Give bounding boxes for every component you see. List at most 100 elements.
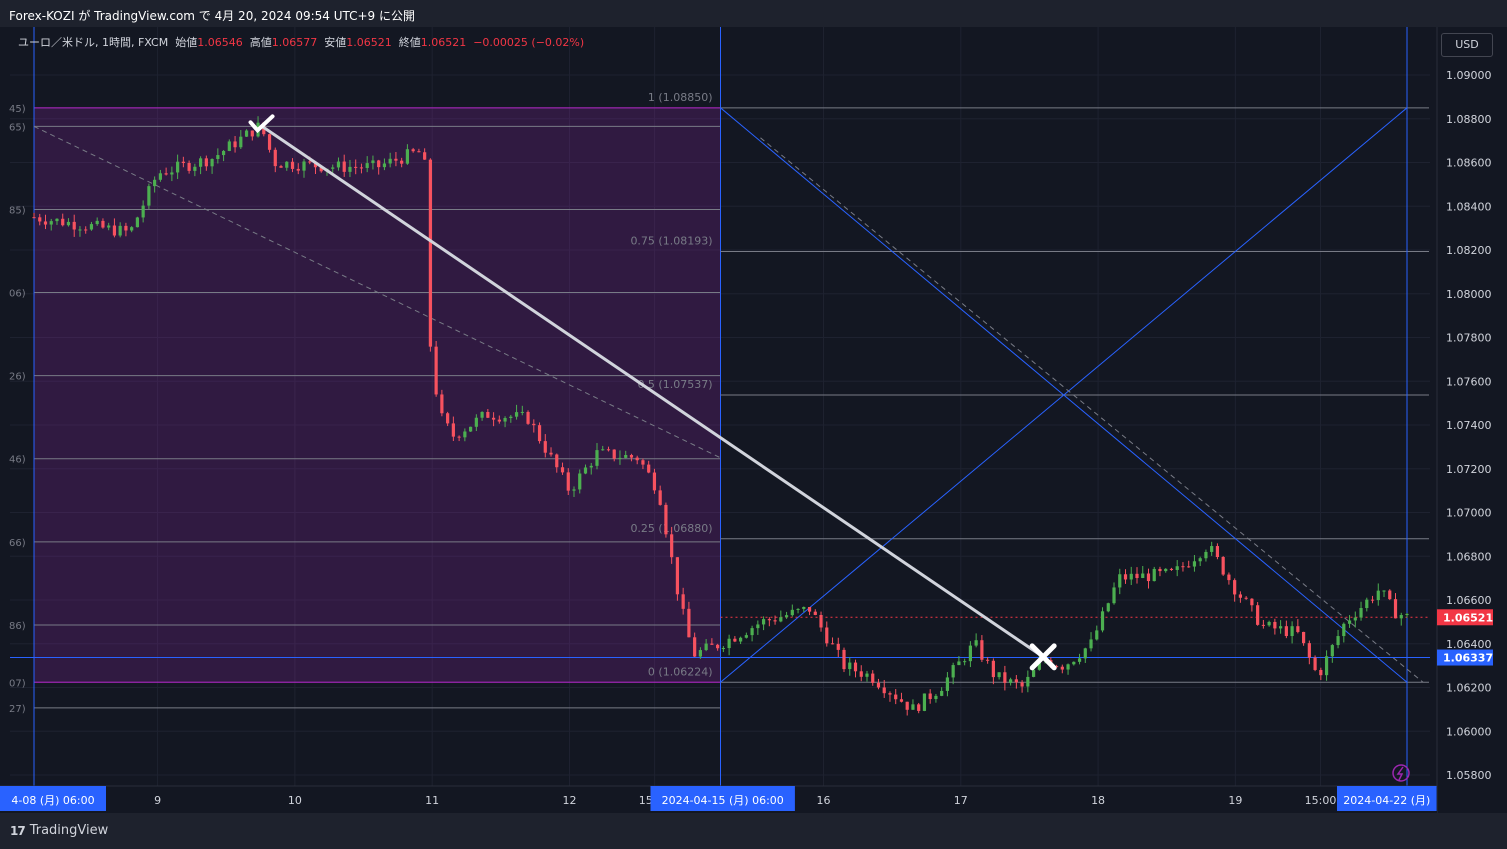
candle-body [940, 690, 944, 696]
candle-body [727, 638, 731, 649]
fib-zone-box[interactable] [33, 107, 721, 683]
currency-selector[interactable]: USD [1441, 33, 1493, 57]
candle-body [991, 660, 995, 678]
candle-body [1026, 676, 1030, 687]
time-label-highlight: 2024-04-22 (月) [1343, 794, 1430, 807]
candle-body [440, 394, 444, 414]
time-label-box[interactable] [1337, 786, 1437, 811]
candle-body [1009, 679, 1013, 683]
candle-body [61, 218, 65, 226]
candle-body [1261, 624, 1265, 626]
candle-body [1060, 666, 1064, 670]
candle-body [1072, 661, 1076, 665]
candle-body [733, 638, 737, 642]
candle-body [451, 423, 455, 437]
candle-body [721, 648, 725, 650]
candle-body [1095, 630, 1099, 640]
time-axis: 4-08 (月) 06:00 9 10 11 12 15:00 2024-04-15 (月)… [0, 785, 1437, 813]
time-label-box[interactable] [650, 786, 795, 811]
candle-body [1181, 566, 1185, 568]
candle-body [1083, 648, 1087, 659]
candle-body [1336, 636, 1340, 646]
candle-body [819, 614, 823, 628]
cross-marker-icon[interactable] [1029, 643, 1057, 671]
candle-body [514, 412, 519, 417]
alert-lightning-icon[interactable] [1392, 764, 1410, 782]
marker-price-tag-box[interactable] [1437, 649, 1493, 666]
candle-body [670, 534, 674, 558]
candle-body [417, 151, 421, 153]
candlesticks [32, 116, 1409, 716]
candle-body [331, 167, 335, 169]
candle-body [917, 704, 921, 711]
trend-line[interactable] [259, 124, 1044, 659]
price-tick-label: 1.07200 [1446, 463, 1492, 476]
fib-left-label: 26) [9, 372, 26, 383]
dashed-diagonal-left[interactable] [33, 125, 721, 459]
candle-body [687, 608, 691, 638]
gann-diagonal-up[interactable] [720, 107, 1408, 683]
price-tick-label: 1.07600 [1446, 375, 1492, 388]
candle-body [193, 166, 197, 171]
candle-body [1169, 568, 1174, 570]
candle-body [405, 149, 410, 164]
candle-body [486, 411, 490, 418]
candle-body [491, 417, 496, 420]
dashed-diagonal-right[interactable] [760, 137, 1424, 683]
price-tick-label: 1.06400 [1446, 638, 1492, 651]
candle-body [509, 416, 513, 419]
candle-body [1123, 574, 1128, 580]
check-marker-icon[interactable] [248, 114, 275, 134]
time-label: 15:00 [1305, 794, 1337, 807]
candle-body [319, 167, 323, 172]
candle-body [767, 619, 771, 621]
time-label: 9 [154, 794, 161, 807]
candle-body [112, 225, 117, 236]
candle-body [848, 662, 852, 670]
legend-change: −0.00025 (−0.02%) [473, 36, 585, 49]
legend-low-label: 安値 [324, 36, 347, 49]
price-tick-label: 1.07800 [1446, 332, 1492, 345]
fib-level-label: 1 (1.08850) [648, 91, 713, 104]
time-label: 11 [425, 794, 439, 807]
candle-body [89, 224, 94, 230]
candle-body [624, 454, 628, 458]
candle-body [250, 130, 254, 137]
fib-level-label: 0 (1.06224) [648, 665, 713, 678]
candle-body [221, 150, 226, 156]
price-tick-label: 1.06000 [1446, 725, 1492, 738]
candle-body [635, 457, 639, 461]
candle-body [457, 436, 461, 438]
candle-body [1118, 574, 1122, 588]
candle-body [549, 452, 553, 455]
candle-body [537, 425, 542, 442]
candle-body [1164, 568, 1168, 572]
candle-body [606, 449, 611, 451]
fib-left-label: 46) [9, 455, 26, 466]
tradingview-brand[interactable]: 17 TradingView [10, 823, 108, 838]
price-tick-label: 1.08600 [1446, 157, 1492, 170]
candle-body [963, 661, 967, 663]
fib-level-label: 0.5 (1.07537) [637, 378, 712, 391]
candle-body [957, 661, 961, 666]
fib-left-label: 45) [9, 104, 26, 115]
candle-body [1330, 645, 1334, 657]
price-tick-label: 1.08200 [1446, 244, 1492, 257]
candle-body [164, 173, 168, 175]
candle-body [968, 645, 972, 662]
candle-body [859, 671, 863, 677]
last-price-tag-box[interactable] [1437, 609, 1493, 626]
time-label-box[interactable] [0, 786, 106, 811]
candle-body [359, 167, 364, 169]
candle-body [342, 161, 346, 172]
candle-body [1221, 557, 1225, 575]
candle-body [118, 225, 122, 236]
legend-high-label: 高値 [249, 36, 272, 49]
candle-body [1187, 566, 1191, 568]
price-axis-bg [1437, 27, 1507, 813]
legend-low: 1.06521 [346, 36, 392, 49]
candle-body [1284, 626, 1288, 637]
footer-bar: 17 TradingView [0, 813, 1507, 849]
price-tick-label: 1.08400 [1446, 200, 1492, 213]
